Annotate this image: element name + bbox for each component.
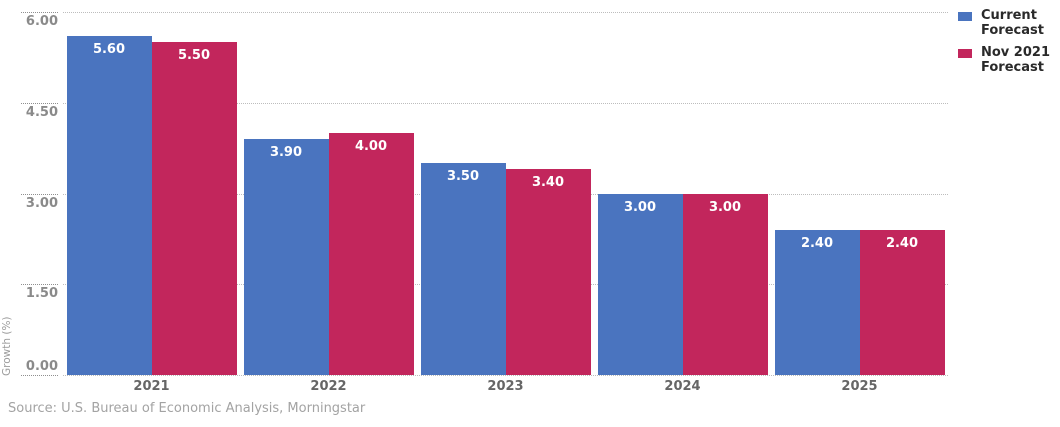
bar-value-label: 5.50 — [177, 48, 211, 64]
source-text: Source: U.S. Bureau of Economic Analysis… — [8, 401, 366, 416]
plot-area: 5.60 5.50 3.90 4.00 3.50 3.40 3.00 3.00 2.40 2.40 — [63, 12, 948, 376]
x-tick-label: 2024 — [664, 379, 701, 394]
bar-value-label: 3.00 — [623, 199, 657, 215]
y-tick-label: 6.00 — [25, 14, 58, 29]
bar-value-label: 3.90 — [269, 145, 303, 161]
legend-swatch — [958, 49, 972, 58]
bar-value-label: 5.60 — [92, 42, 126, 58]
bar-2022-current: 3.90 — [243, 139, 329, 375]
bar-value-label: 3.00 — [708, 199, 742, 215]
legend-swatch — [958, 12, 972, 21]
bar-2023-nov2021: 3.40 — [505, 169, 591, 375]
legend-item: Current Forecast — [958, 8, 1055, 38]
bar-value-label: 4.00 — [354, 139, 388, 154]
bar-2023-current: 3.50 — [420, 163, 506, 375]
gridline — [63, 375, 948, 376]
bar-2025-nov2021: 2.40 — [859, 229, 945, 375]
x-tick-label: 2021 — [133, 379, 170, 394]
gridline — [63, 102, 948, 104]
bar-2021-current: 5.60 — [66, 36, 152, 375]
bar-2021-nov2021: 5.50 — [151, 42, 237, 375]
y-tick-label: 4.50 — [25, 104, 58, 120]
legend: Current Forecast Nov 2021 Forecast — [958, 8, 1055, 82]
y-tick-mark — [21, 102, 58, 104]
bar-value-label: 3.50 — [446, 169, 480, 185]
bar-value-label: 2.40 — [885, 235, 919, 251]
y-tick-label: 0.00 — [25, 359, 58, 374]
bar-2024-current: 3.00 — [597, 193, 683, 375]
y-tick-label: 3.00 — [25, 195, 58, 211]
bar-2022-nov2021: 4.00 — [328, 133, 414, 375]
y-tick-mark — [21, 193, 58, 195]
x-tick-label: 2023 — [487, 379, 524, 394]
x-tick-label: 2022 — [310, 379, 347, 394]
legend-label: Current Forecast — [981, 8, 1044, 38]
gridline — [63, 12, 948, 13]
y-tick-label: 1.50 — [25, 286, 58, 302]
y-tick-mark — [21, 375, 58, 376]
y-tick-mark — [21, 12, 58, 13]
legend-item: Nov 2021 Forecast — [958, 45, 1055, 75]
bar-value-label: 2.40 — [800, 235, 834, 251]
bar-2024-nov2021: 3.00 — [682, 193, 768, 375]
bar-value-label: 3.40 — [531, 175, 565, 191]
y-tick-mark — [21, 284, 58, 286]
x-tick-label: 2025 — [841, 379, 878, 394]
legend-label: Nov 2021 Forecast — [981, 45, 1050, 75]
bar-2025-current: 2.40 — [774, 229, 860, 375]
